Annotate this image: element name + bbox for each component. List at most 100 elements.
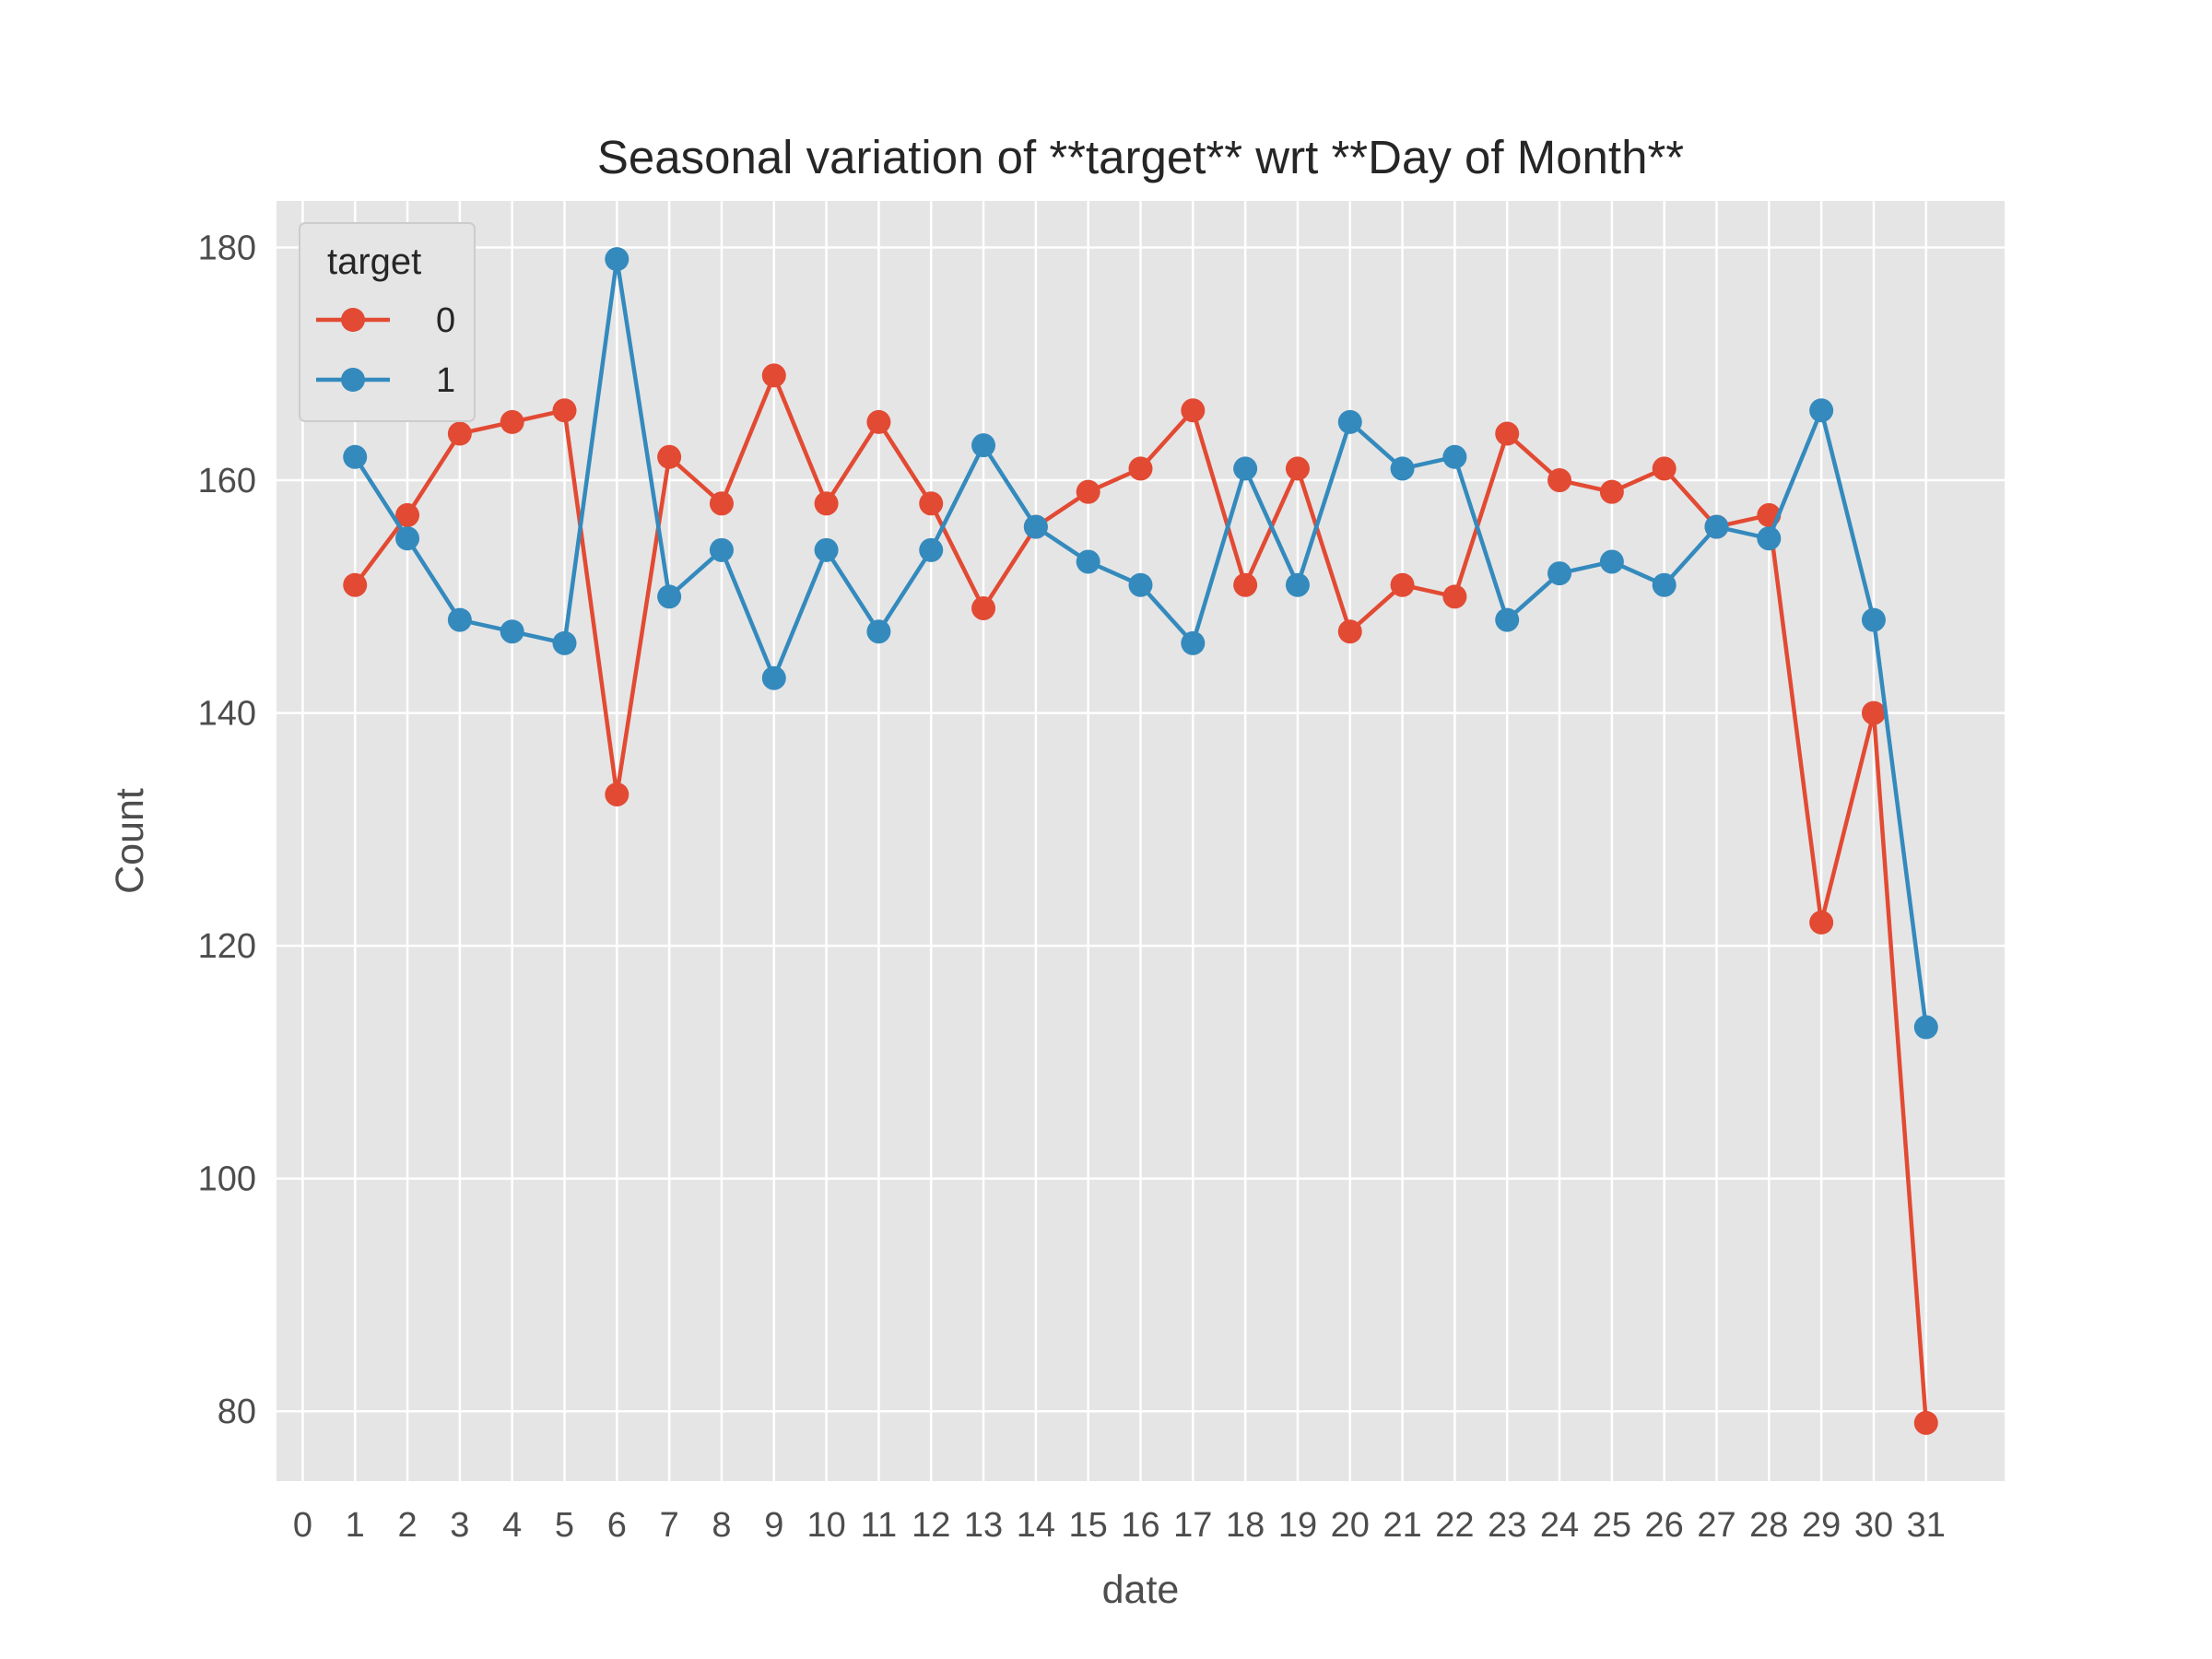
legend-entries: 01 bbox=[316, 301, 455, 400]
x-tick-label: 20 bbox=[1331, 1506, 1370, 1545]
data-point-0 bbox=[866, 409, 891, 434]
data-point-0 bbox=[1337, 619, 1362, 644]
y-axis-ticks: 80 100 120 140 160 180 bbox=[198, 229, 256, 1432]
data-point-0 bbox=[605, 782, 629, 806]
data-point-0 bbox=[709, 491, 734, 516]
legend: target 01 bbox=[299, 222, 476, 422]
data-point-1 bbox=[919, 537, 944, 562]
data-point-1 bbox=[1390, 456, 1415, 481]
data-point-0 bbox=[1861, 700, 1886, 725]
data-point-0 bbox=[1495, 421, 1520, 446]
x-tick-label: 15 bbox=[1069, 1506, 1108, 1545]
x-tick-label: 13 bbox=[964, 1506, 1003, 1545]
data-point-1 bbox=[1076, 549, 1100, 574]
x-tick-label: 14 bbox=[1017, 1506, 1055, 1545]
x-tick-label: 10 bbox=[806, 1506, 845, 1545]
data-point-0 bbox=[761, 363, 786, 388]
data-point-1 bbox=[709, 537, 734, 562]
x-tick-label: 16 bbox=[1121, 1506, 1159, 1545]
data-point-1 bbox=[1913, 1015, 1938, 1040]
x-tick-label: 1 bbox=[346, 1506, 365, 1545]
x-axis-label: date bbox=[1102, 1568, 1180, 1612]
x-tick-label: 28 bbox=[1749, 1506, 1788, 1545]
data-point-1 bbox=[1181, 630, 1206, 655]
x-tick-label: 5 bbox=[555, 1506, 574, 1545]
x-tick-label: 27 bbox=[1697, 1506, 1735, 1545]
data-point-1 bbox=[1442, 444, 1467, 469]
data-point-0 bbox=[1128, 456, 1153, 481]
series-0 bbox=[343, 363, 1938, 1435]
x-tick-label: 9 bbox=[764, 1506, 783, 1545]
x-tick-label: 24 bbox=[1540, 1506, 1579, 1545]
data-point-1 bbox=[395, 526, 420, 551]
legend-label: 0 bbox=[436, 301, 455, 340]
data-point-0 bbox=[447, 421, 472, 446]
data-point-0 bbox=[1233, 572, 1258, 597]
data-point-1 bbox=[1128, 572, 1153, 597]
data-point-0 bbox=[971, 595, 996, 620]
data-point-1 bbox=[1861, 607, 1886, 632]
x-tick-label: 29 bbox=[1802, 1506, 1841, 1545]
data-point-1 bbox=[500, 619, 524, 644]
data-point-0 bbox=[552, 398, 577, 423]
y-tick-label: 140 bbox=[198, 695, 256, 734]
data-point-0 bbox=[1442, 584, 1467, 609]
data-point-1 bbox=[1652, 572, 1677, 597]
x-tick-label: 2 bbox=[397, 1506, 417, 1545]
x-tick-label: 0 bbox=[293, 1506, 312, 1545]
x-tick-label: 22 bbox=[1435, 1506, 1474, 1545]
x-tick-label: 4 bbox=[502, 1506, 522, 1545]
data-point-1 bbox=[1809, 398, 1834, 423]
x-tick-label: 25 bbox=[1593, 1506, 1631, 1545]
data-point-1 bbox=[1023, 514, 1048, 539]
x-tick-label: 6 bbox=[607, 1506, 627, 1545]
data-point-0 bbox=[1076, 479, 1100, 504]
legend-box bbox=[299, 222, 476, 422]
data-point-1 bbox=[657, 584, 682, 609]
data-point-0 bbox=[1599, 479, 1624, 504]
data-point-1 bbox=[1547, 561, 1572, 586]
x-tick-label: 12 bbox=[912, 1506, 950, 1545]
data-point-0 bbox=[1652, 456, 1677, 481]
x-tick-label: 7 bbox=[660, 1506, 679, 1545]
x-tick-label: 31 bbox=[1907, 1506, 1946, 1545]
x-tick-label: 26 bbox=[1645, 1506, 1684, 1545]
data-point-0 bbox=[1181, 398, 1206, 423]
x-tick-label: 3 bbox=[450, 1506, 469, 1545]
data-point-0 bbox=[500, 409, 524, 434]
data-point-0 bbox=[1809, 910, 1834, 935]
data-point-1 bbox=[1757, 526, 1782, 551]
data-point-1 bbox=[814, 537, 839, 562]
data-point-1 bbox=[605, 247, 629, 272]
x-axis-ticks: 0 1 2 3 4 5 6 7 8 9 10 11 12 13 14 15 16 17 18 19 20 21 22 23 24… bbox=[293, 1506, 1946, 1545]
data-point-0 bbox=[657, 444, 682, 469]
data-point-0 bbox=[395, 502, 420, 527]
y-tick-label: 120 bbox=[198, 927, 256, 966]
x-tick-label: 18 bbox=[1226, 1506, 1265, 1545]
x-tick-label: 8 bbox=[712, 1506, 731, 1545]
data-point-1 bbox=[1285, 572, 1310, 597]
data-point-1 bbox=[1233, 456, 1258, 481]
x-tick-label: 23 bbox=[1488, 1506, 1526, 1545]
data-point-0 bbox=[1285, 456, 1310, 481]
legend-swatch-marker bbox=[341, 368, 365, 392]
data-point-0 bbox=[1390, 572, 1415, 597]
x-tick-label: 11 bbox=[861, 1506, 897, 1545]
data-point-1 bbox=[447, 607, 472, 632]
y-axis-label: Count bbox=[108, 788, 152, 894]
data-point-1 bbox=[1704, 514, 1729, 539]
data-point-1 bbox=[1599, 549, 1624, 574]
data-point-1 bbox=[761, 665, 786, 690]
y-tick-label: 100 bbox=[198, 1160, 256, 1199]
y-tick-label: 160 bbox=[198, 462, 256, 500]
series-1 bbox=[343, 247, 1938, 1040]
data-point-0 bbox=[343, 572, 368, 597]
data-point-1 bbox=[1495, 607, 1520, 632]
legend-title: target bbox=[327, 241, 421, 282]
data-point-1 bbox=[343, 444, 368, 469]
chart-title: Seasonal variation of **target** wrt **D… bbox=[597, 131, 1684, 183]
x-tick-label: 17 bbox=[1173, 1506, 1212, 1545]
legend-label: 1 bbox=[436, 361, 455, 400]
